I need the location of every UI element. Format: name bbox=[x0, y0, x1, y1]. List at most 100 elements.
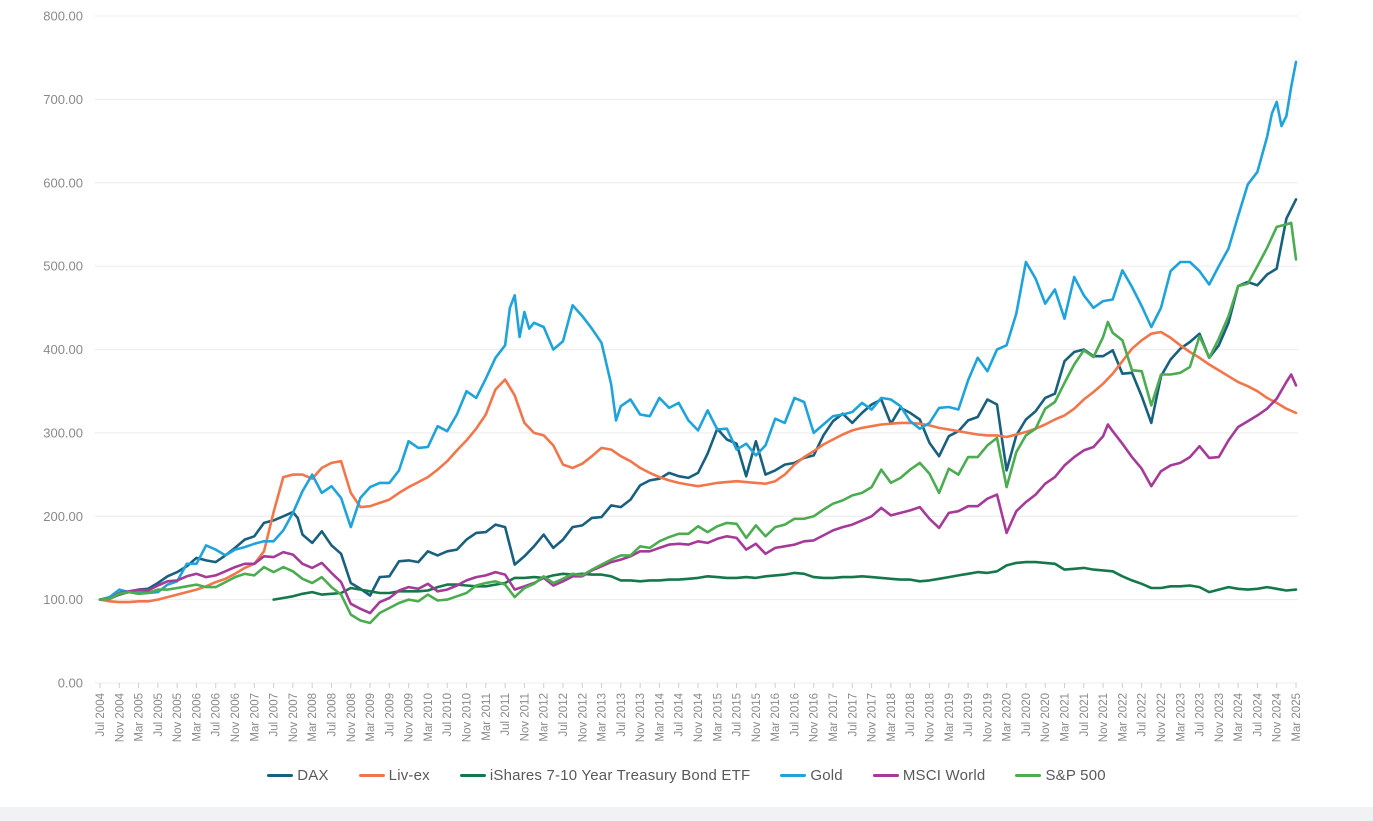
x-axis-label: Nov 2014 bbox=[693, 692, 705, 742]
x-axis-label: Mar 2011 bbox=[481, 693, 493, 741]
y-axis-label: 600.00 bbox=[43, 175, 83, 190]
x-axis-label: Nov 2009 bbox=[404, 693, 416, 742]
x-axis-label: Jul 2007 bbox=[269, 693, 281, 736]
window-bottom-bar bbox=[0, 807, 1373, 821]
x-axis-label: Nov 2005 bbox=[172, 693, 184, 742]
chart-legend: DAX Liv-ex iShares 7-10 Year Treasury Bond… bbox=[0, 767, 1373, 784]
x-axis-label: Mar 2015 bbox=[712, 693, 724, 742]
x-axis-label: Jul 2023 bbox=[1195, 693, 1207, 736]
y-axis-label: 700.00 bbox=[43, 92, 83, 107]
legend-swatch-icon bbox=[358, 774, 385, 777]
x-axis-label: Jul 2009 bbox=[384, 693, 396, 736]
x-axis-label: Jul 2019 bbox=[963, 693, 975, 736]
legend-item-dax[interactable]: DAX bbox=[267, 767, 328, 784]
series-line-dax bbox=[98, 198, 1298, 601]
x-axis-label: Mar 2025 bbox=[1291, 693, 1303, 742]
x-axis-label: Mar 2017 bbox=[828, 693, 840, 742]
x-axis-label: Mar 2013 bbox=[597, 693, 609, 742]
x-axis-label: Jul 2006 bbox=[211, 693, 223, 736]
x-axis-label: Jul 2021 bbox=[1079, 693, 1091, 736]
x-axis-label: Nov 2008 bbox=[346, 693, 358, 742]
x-axis-label: Nov 2023 bbox=[1214, 693, 1226, 742]
legend-item-ishares-7-10-year-treasury-bond-etf[interactable]: iShares 7-10 Year Treasury Bond ETF bbox=[459, 767, 751, 784]
x-axis-label: Mar 2024 bbox=[1233, 692, 1245, 741]
legend-item-s-p-500[interactable]: S&P 500 bbox=[1015, 767, 1106, 784]
series-line-msci-world bbox=[98, 373, 1298, 615]
legend-item-liv-ex[interactable]: Liv-ex bbox=[358, 767, 430, 784]
x-axis-label: Jul 2005 bbox=[153, 693, 165, 736]
x-axis-label: Mar 2007 bbox=[249, 693, 261, 742]
x-axis-label: Mar 2006 bbox=[191, 693, 203, 742]
x-axis-label: Jul 2010 bbox=[442, 693, 454, 736]
series-line-ishares-7-10-year-treasury-bond-etf bbox=[272, 560, 1298, 601]
x-axis-label: Jul 2014 bbox=[674, 692, 686, 736]
legend-label: Liv-ex bbox=[388, 767, 430, 784]
x-axis-label: Nov 2012 bbox=[577, 693, 589, 742]
legend-label: Gold bbox=[810, 767, 843, 784]
x-axis-label: Mar 2019 bbox=[944, 693, 956, 742]
y-axis-label: 100.00 bbox=[43, 592, 83, 607]
x-axis-label: Mar 2022 bbox=[1117, 693, 1129, 742]
x-axis-label: Nov 2011 bbox=[519, 693, 531, 741]
x-axis-label: Jul 2018 bbox=[905, 693, 917, 736]
x-axis-label: Mar 2020 bbox=[1002, 693, 1014, 742]
y-axis-label: 500.00 bbox=[43, 259, 83, 274]
x-axis-label: Jul 2004 bbox=[95, 692, 107, 736]
x-axis-label: Mar 2008 bbox=[307, 693, 319, 742]
x-axis-label: Jul 2020 bbox=[1021, 693, 1033, 736]
x-axis-label: Mar 2005 bbox=[134, 693, 146, 742]
legend-swatch-icon bbox=[267, 774, 294, 777]
legend-label: DAX bbox=[297, 767, 329, 784]
x-axis-label: Nov 2010 bbox=[462, 693, 474, 742]
x-axis-label: Nov 2013 bbox=[635, 693, 647, 742]
legend-swatch-icon bbox=[459, 774, 486, 777]
x-axis-label: Nov 2022 bbox=[1156, 693, 1168, 742]
series-line-liv-ex bbox=[98, 330, 1298, 604]
legend-swatch-icon bbox=[1015, 774, 1042, 777]
legend-label: S&P 500 bbox=[1045, 767, 1106, 784]
x-axis-label: Mar 2012 bbox=[539, 693, 551, 742]
x-axis-label: Jul 2022 bbox=[1137, 693, 1149, 736]
y-axis-label: 200.00 bbox=[43, 509, 83, 524]
x-axis-label: Nov 2020 bbox=[1040, 693, 1052, 742]
x-axis-label: Jul 2008 bbox=[326, 693, 338, 736]
series-line-s-p-500 bbox=[98, 221, 1298, 625]
x-axis-label: Nov 2017 bbox=[867, 693, 879, 742]
x-axis-label: Nov 2019 bbox=[982, 693, 994, 742]
x-axis-label: Mar 2009 bbox=[365, 693, 377, 742]
x-axis-label: Mar 2016 bbox=[770, 693, 782, 742]
x-axis-label: Jul 2013 bbox=[616, 693, 628, 736]
x-axis-label: Jul 2017 bbox=[847, 693, 859, 736]
legend-swatch-icon bbox=[872, 774, 899, 777]
x-axis-label: Nov 2018 bbox=[924, 693, 936, 742]
legend-item-msci-world[interactable]: MSCI World bbox=[872, 767, 986, 784]
x-axis-label: Mar 2021 bbox=[1060, 693, 1072, 742]
x-axis-label: Mar 2014 bbox=[654, 692, 666, 741]
legend-label: MSCI World bbox=[902, 767, 986, 784]
x-axis-label: Jul 2011 bbox=[500, 693, 512, 736]
x-axis-label: Mar 2023 bbox=[1175, 693, 1187, 742]
x-axis-label: Nov 2021 bbox=[1098, 693, 1110, 742]
x-axis-label: Jul 2016 bbox=[789, 693, 801, 736]
y-axis-label: 800.00 bbox=[43, 9, 83, 24]
y-axis-label: 400.00 bbox=[43, 342, 83, 357]
x-axis-label: Jul 2015 bbox=[732, 693, 744, 736]
x-axis-label: Nov 2016 bbox=[809, 693, 821, 742]
y-axis-label: 0.00 bbox=[58, 676, 83, 691]
y-axis-label: 300.00 bbox=[43, 425, 83, 440]
x-axis-label: Mar 2018 bbox=[886, 693, 898, 742]
x-axis-label: Nov 2004 bbox=[114, 692, 126, 742]
x-axis-label: Nov 2015 bbox=[751, 693, 763, 742]
x-axis-label: Nov 2007 bbox=[288, 693, 300, 742]
legend-item-gold[interactable]: Gold bbox=[780, 767, 843, 784]
x-axis-label: Nov 2006 bbox=[230, 693, 242, 742]
legend-label: iShares 7-10 Year Treasury Bond ETF bbox=[489, 767, 751, 784]
x-axis-label: Mar 2010 bbox=[423, 693, 435, 742]
legend-swatch-icon bbox=[780, 774, 807, 777]
x-axis-label: Jul 2012 bbox=[558, 693, 570, 736]
x-axis-label: Nov 2024 bbox=[1272, 692, 1284, 742]
series-line-gold bbox=[98, 60, 1298, 601]
x-axis-label: Jul 2024 bbox=[1252, 692, 1264, 736]
